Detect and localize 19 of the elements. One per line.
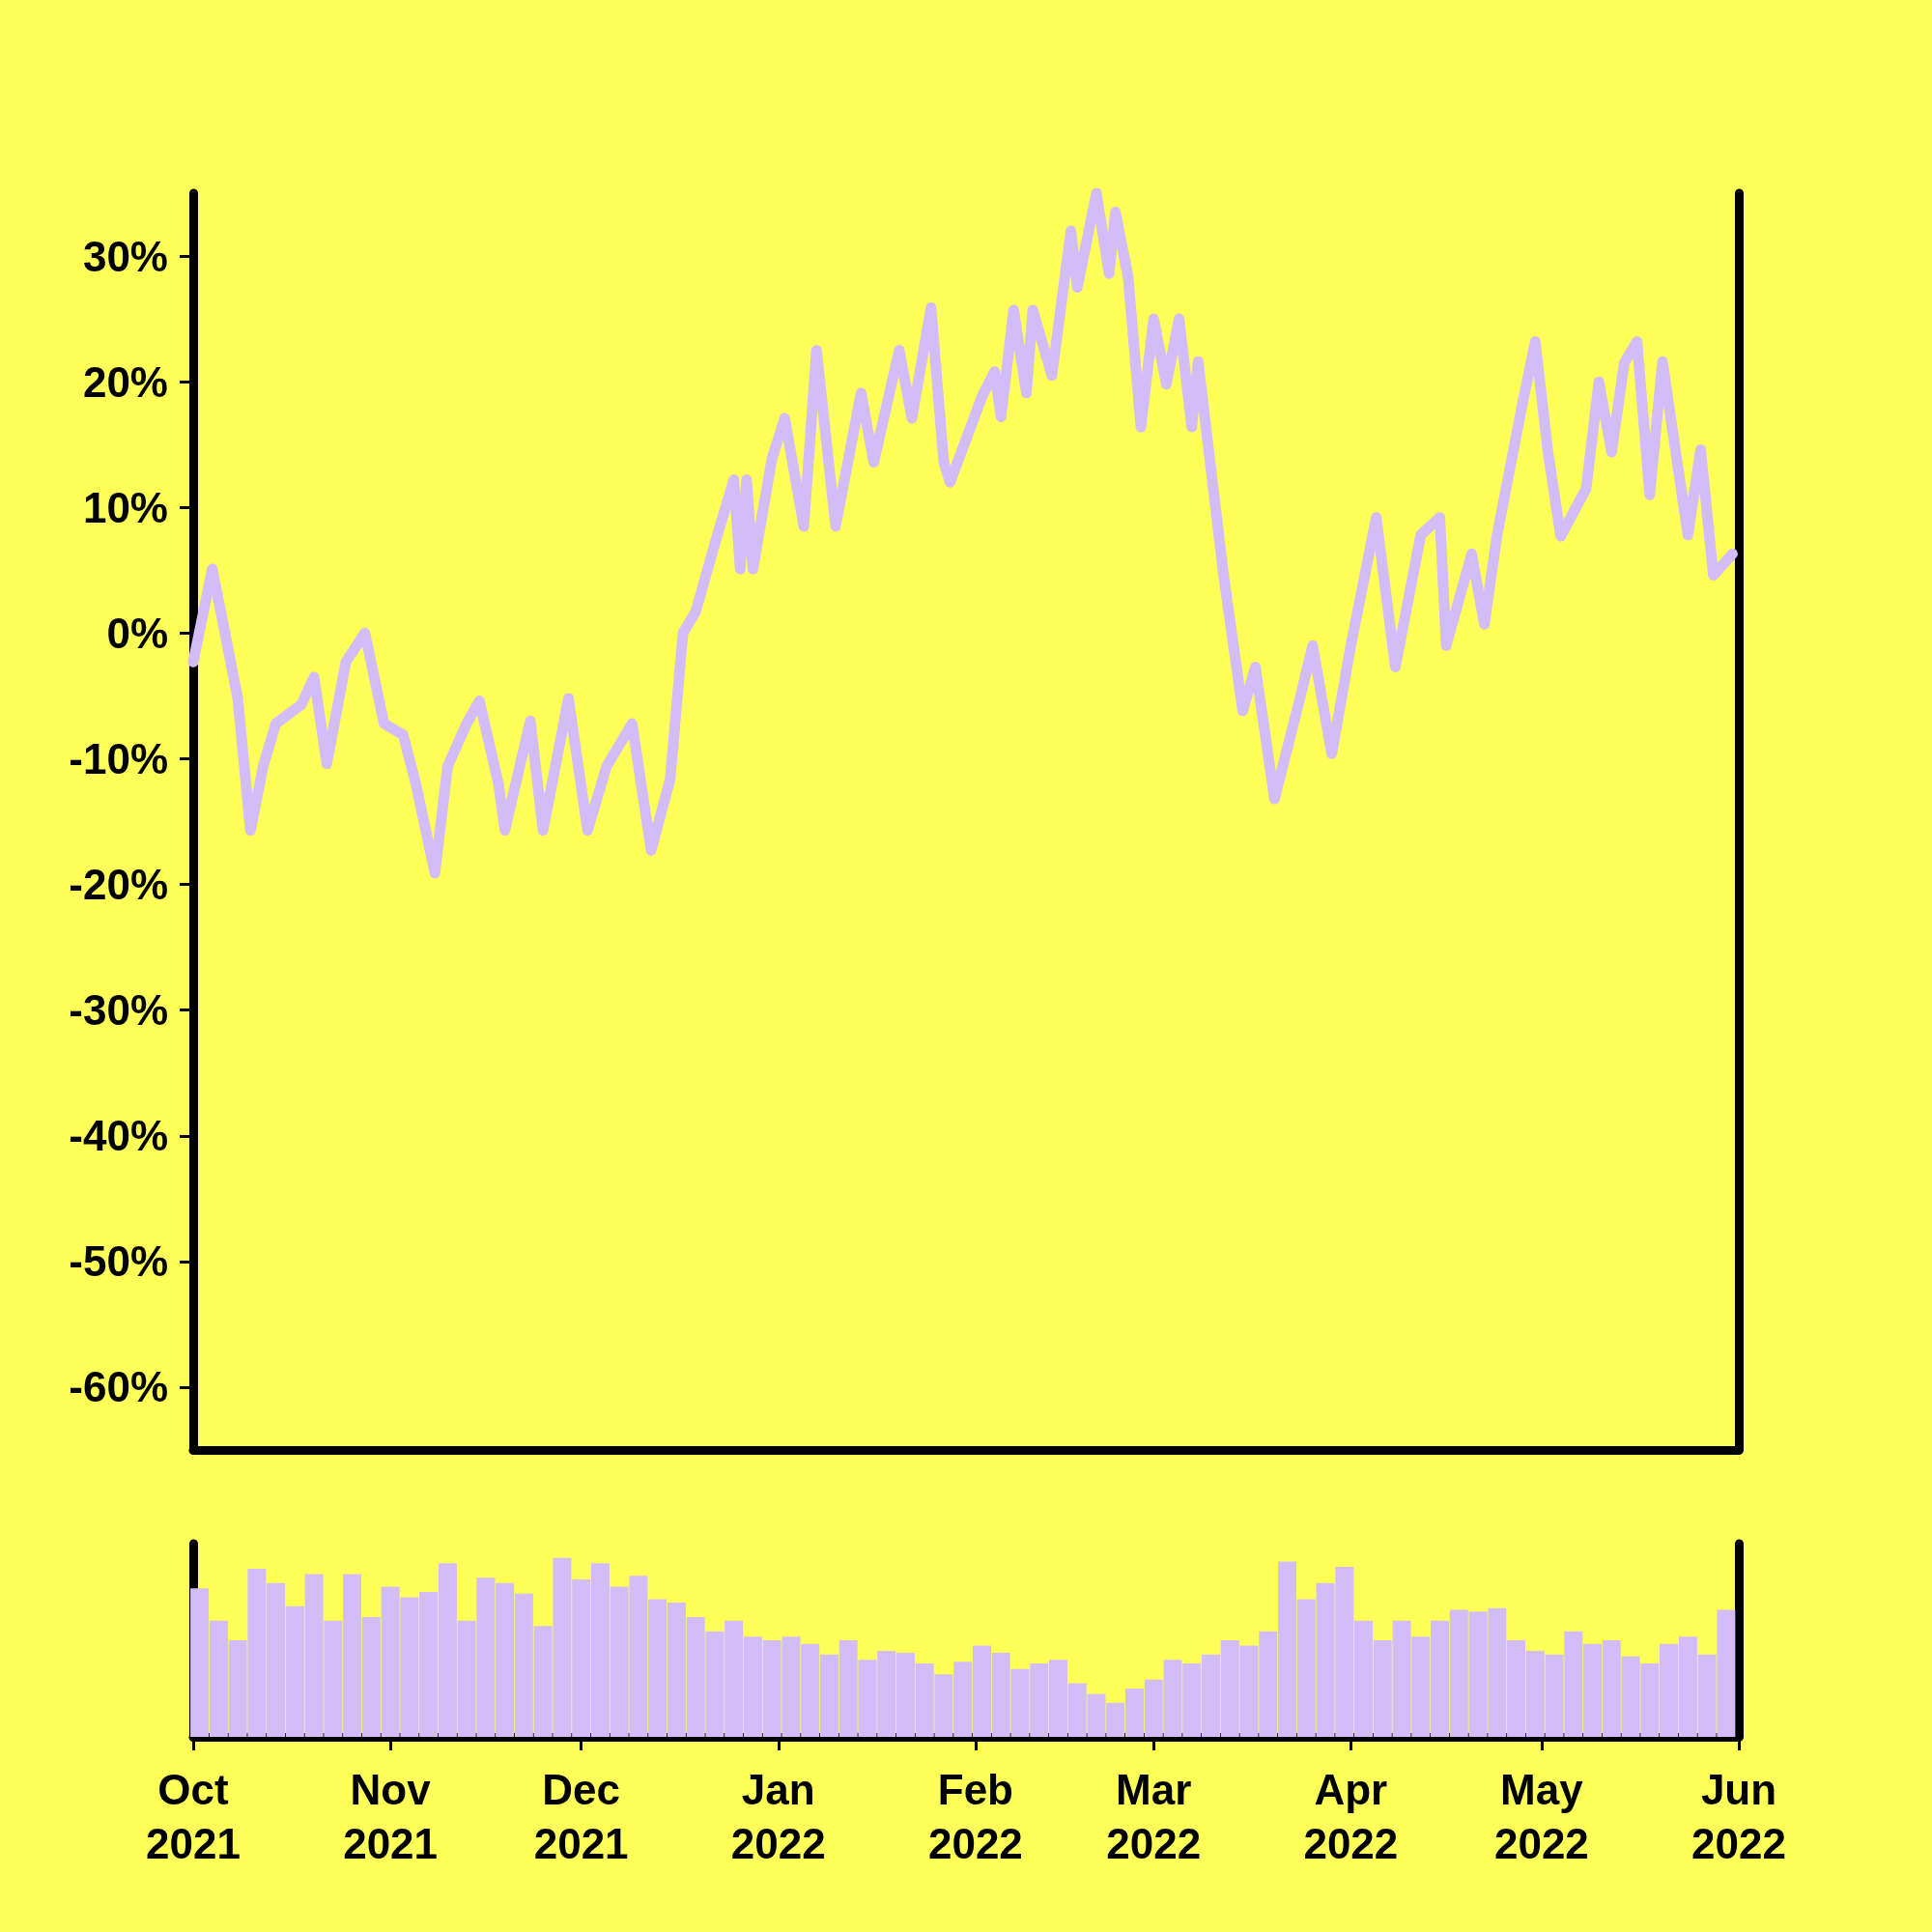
x-tick-label: Nov 2021 [343,1765,439,1867]
y-tick-label: -60% [69,1363,168,1411]
y-tick-label: 0% [106,609,168,657]
y-tick-label: 20% [82,357,168,406]
x-tick-label: Mar 2022 [1106,1765,1202,1867]
x-tick-label: Feb 2022 [927,1765,1023,1867]
y-tick-label: -50% [69,1237,168,1286]
y-tick-label: 10% [82,483,168,531]
y-tick-label: -30% [69,986,168,1035]
x-tick-label: Jan 2022 [730,1765,826,1867]
x-tick-label: Jun 2022 [1691,1765,1786,1867]
y-tick-label: -10% [69,734,168,782]
x-tick-label: May 2022 [1493,1765,1589,1867]
x-tick-label: Dec 2021 [533,1765,629,1867]
x-tick-label: Apr 2022 [1303,1765,1399,1867]
y-tick-label: -20% [69,861,168,909]
y-tick-label: -40% [69,1112,168,1160]
x-tick-label: Oct 2021 [146,1765,241,1867]
y-tick-label: 30% [82,232,168,280]
